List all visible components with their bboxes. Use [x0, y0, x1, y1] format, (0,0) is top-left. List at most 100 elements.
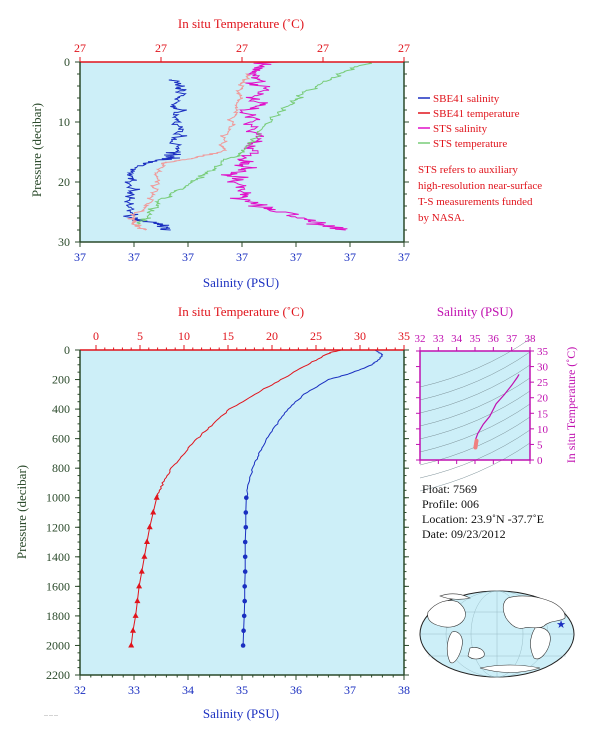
main-sal-tick-label: 38 — [398, 683, 410, 697]
salinity-profile-line — [245, 349, 384, 498]
ts-temp-tick-label: 25 — [537, 377, 549, 389]
ts-sal-tick-label: 35 — [470, 333, 482, 345]
main-sal-tick-label: 33 — [128, 683, 140, 697]
main-sal-tick-label: 35 — [236, 683, 248, 697]
top-note: STS refers to auxiliary high-resolution … — [418, 164, 542, 224]
main-pressure-tick-label: 1200 — [46, 520, 70, 534]
main-temp-tick-label: 35 — [398, 329, 410, 343]
salinity-circle-marker — [242, 584, 247, 589]
main-panel: In situ Temperature (˚C) 0 5 10 15 20 25 30 35 3… — [14, 304, 410, 721]
main-pressure-tick-label: 1800 — [46, 609, 70, 623]
main-sal-tick-label: 34 — [182, 683, 194, 697]
salinity-circle-marker — [244, 495, 249, 501]
top-series-line — [136, 61, 373, 225]
density-contour — [419, 429, 531, 479]
salinity-circle-marker — [241, 613, 247, 619]
main-sal-tick-label: 36 — [290, 683, 302, 697]
main-salinity-label: Salinity (PSU) — [203, 706, 279, 721]
main-temp-tick-label: 5 — [137, 329, 143, 343]
top-temp-tick-label: 27 — [155, 41, 167, 55]
main-pressure-tick-label: 400 — [52, 402, 70, 416]
credit-text: — — — — [43, 712, 59, 717]
density-contour — [419, 338, 531, 388]
main-pressure-tick-label: 800 — [52, 461, 70, 475]
top-series-line — [123, 79, 188, 231]
ts-sal-tick-label: 37 — [506, 333, 518, 345]
main-pressure-label: Pressure (decibar) — [14, 465, 29, 559]
density-contour — [419, 390, 531, 440]
top-plot-lines — [123, 61, 373, 231]
temperature-profile-line — [156, 349, 341, 498]
salinity-circle-marker — [243, 525, 249, 530]
top-series-line — [127, 73, 251, 231]
main-pressure-tick-label: 0 — [64, 343, 70, 357]
world-map: ★ — [419, 590, 575, 678]
main-pressure-tick-label: 200 — [52, 373, 70, 387]
temperature-triangle-marker — [144, 538, 150, 544]
main-ticks: 0 5 10 15 20 25 30 35 32 33 34 35 36 37 38 0 200 400 600 80… — [46, 329, 410, 697]
ts-curve — [474, 374, 520, 444]
top-sal-tick-label: 37 — [236, 250, 248, 264]
ts-temp-tick-label: 20 — [537, 393, 549, 405]
salinity-circle-marker — [241, 628, 246, 633]
note-line-4: by NASA. — [418, 212, 465, 224]
main-pressure-tick-label: 1000 — [46, 491, 70, 505]
main-temp-tick-label: 20 — [266, 329, 278, 343]
temperature-triangle-marker — [134, 597, 141, 604]
map-land — [427, 593, 566, 673]
date: Date: 09/23/2012 — [422, 527, 506, 541]
top-temp-tick-label: 27 — [398, 41, 410, 55]
temperature-triangle-marker — [138, 568, 145, 574]
note-line-3: T-S measurements funded — [418, 196, 533, 208]
main-sal-tick-label: 32 — [74, 683, 86, 697]
temperature-triangle-marker — [146, 523, 153, 530]
top-pressure-tick-label: 20 — [58, 175, 70, 189]
float-info: Float: 7569 Profile: 006 Location: 23.9˚… — [422, 482, 544, 541]
main-pressure-tick-label: 1400 — [46, 550, 70, 564]
top-pressure-tick-label: 30 — [58, 235, 70, 249]
legend-label: SBE41 temperature — [433, 108, 520, 120]
top-panel: In situ Temperature (˚C) 27 27 27 27 27 37 37 3… — [29, 16, 542, 290]
ts-salinity-title: Salinity (PSU) — [437, 304, 513, 319]
temperature-triangle-marker — [132, 612, 139, 618]
ts-plot-contents — [419, 338, 531, 492]
ts-temp-tick-label: 35 — [537, 346, 549, 358]
main-temp-tick-label: 25 — [310, 329, 322, 343]
main-pressure-tick-label: 1600 — [46, 579, 70, 593]
main-plot-lines — [128, 349, 384, 648]
density-contour — [419, 377, 531, 427]
main-temp-tick-label: 10 — [178, 329, 190, 343]
salinity-circle-marker — [242, 539, 248, 545]
top-temp-tick-label: 27 — [236, 41, 248, 55]
legend-label: STS salinity — [433, 123, 488, 135]
ts-temp-tick-label: 15 — [537, 408, 549, 420]
ts-sal-tick-label: 32 — [415, 333, 426, 345]
top-series-line — [220, 61, 348, 231]
ts-temp-tick-label: 10 — [537, 424, 549, 436]
note-line-2: high-resolution near-surface — [418, 180, 542, 192]
main-plot-area — [80, 350, 404, 675]
temperature-triangle-marker — [130, 627, 136, 633]
salinity-circle-marker — [242, 569, 248, 574]
float-id: Float: 7569 — [422, 482, 477, 496]
star-icon: ★ — [556, 619, 566, 631]
temperature-triangle-marker — [136, 582, 143, 589]
main-sal-tick-label: 37 — [344, 683, 356, 697]
top-pressure-label: Pressure (decibar) — [29, 103, 44, 197]
legend-label: STS temperature — [433, 138, 507, 150]
top-pressure-tick-label: 10 — [58, 115, 70, 129]
ts-sal-tick-label: 36 — [488, 333, 500, 345]
main-pressure-tick-label: 600 — [52, 432, 70, 446]
main-temp-axis-title: In situ Temperature (˚C) — [178, 304, 304, 319]
ts-temp-label: In situ Temperature (˚C) — [564, 347, 578, 464]
ts-ticks: 32 33 34 35 36 37 38 0 5 10 15 20 25 30 35 — [415, 333, 549, 467]
temperature-triangle-marker — [150, 509, 157, 515]
ts-temp-tick-label: 5 — [537, 439, 543, 451]
ts-sal-tick-label: 38 — [525, 333, 537, 345]
density-contour — [419, 364, 531, 414]
main-pressure-tick-label: 2200 — [46, 668, 70, 682]
ts-deep-point — [474, 438, 479, 443]
top-ticks: 27 27 27 27 27 37 37 37 37 37 37 37 0 10 20 30 — [58, 41, 410, 264]
ts-temp-tick-label: 0 — [537, 455, 543, 467]
